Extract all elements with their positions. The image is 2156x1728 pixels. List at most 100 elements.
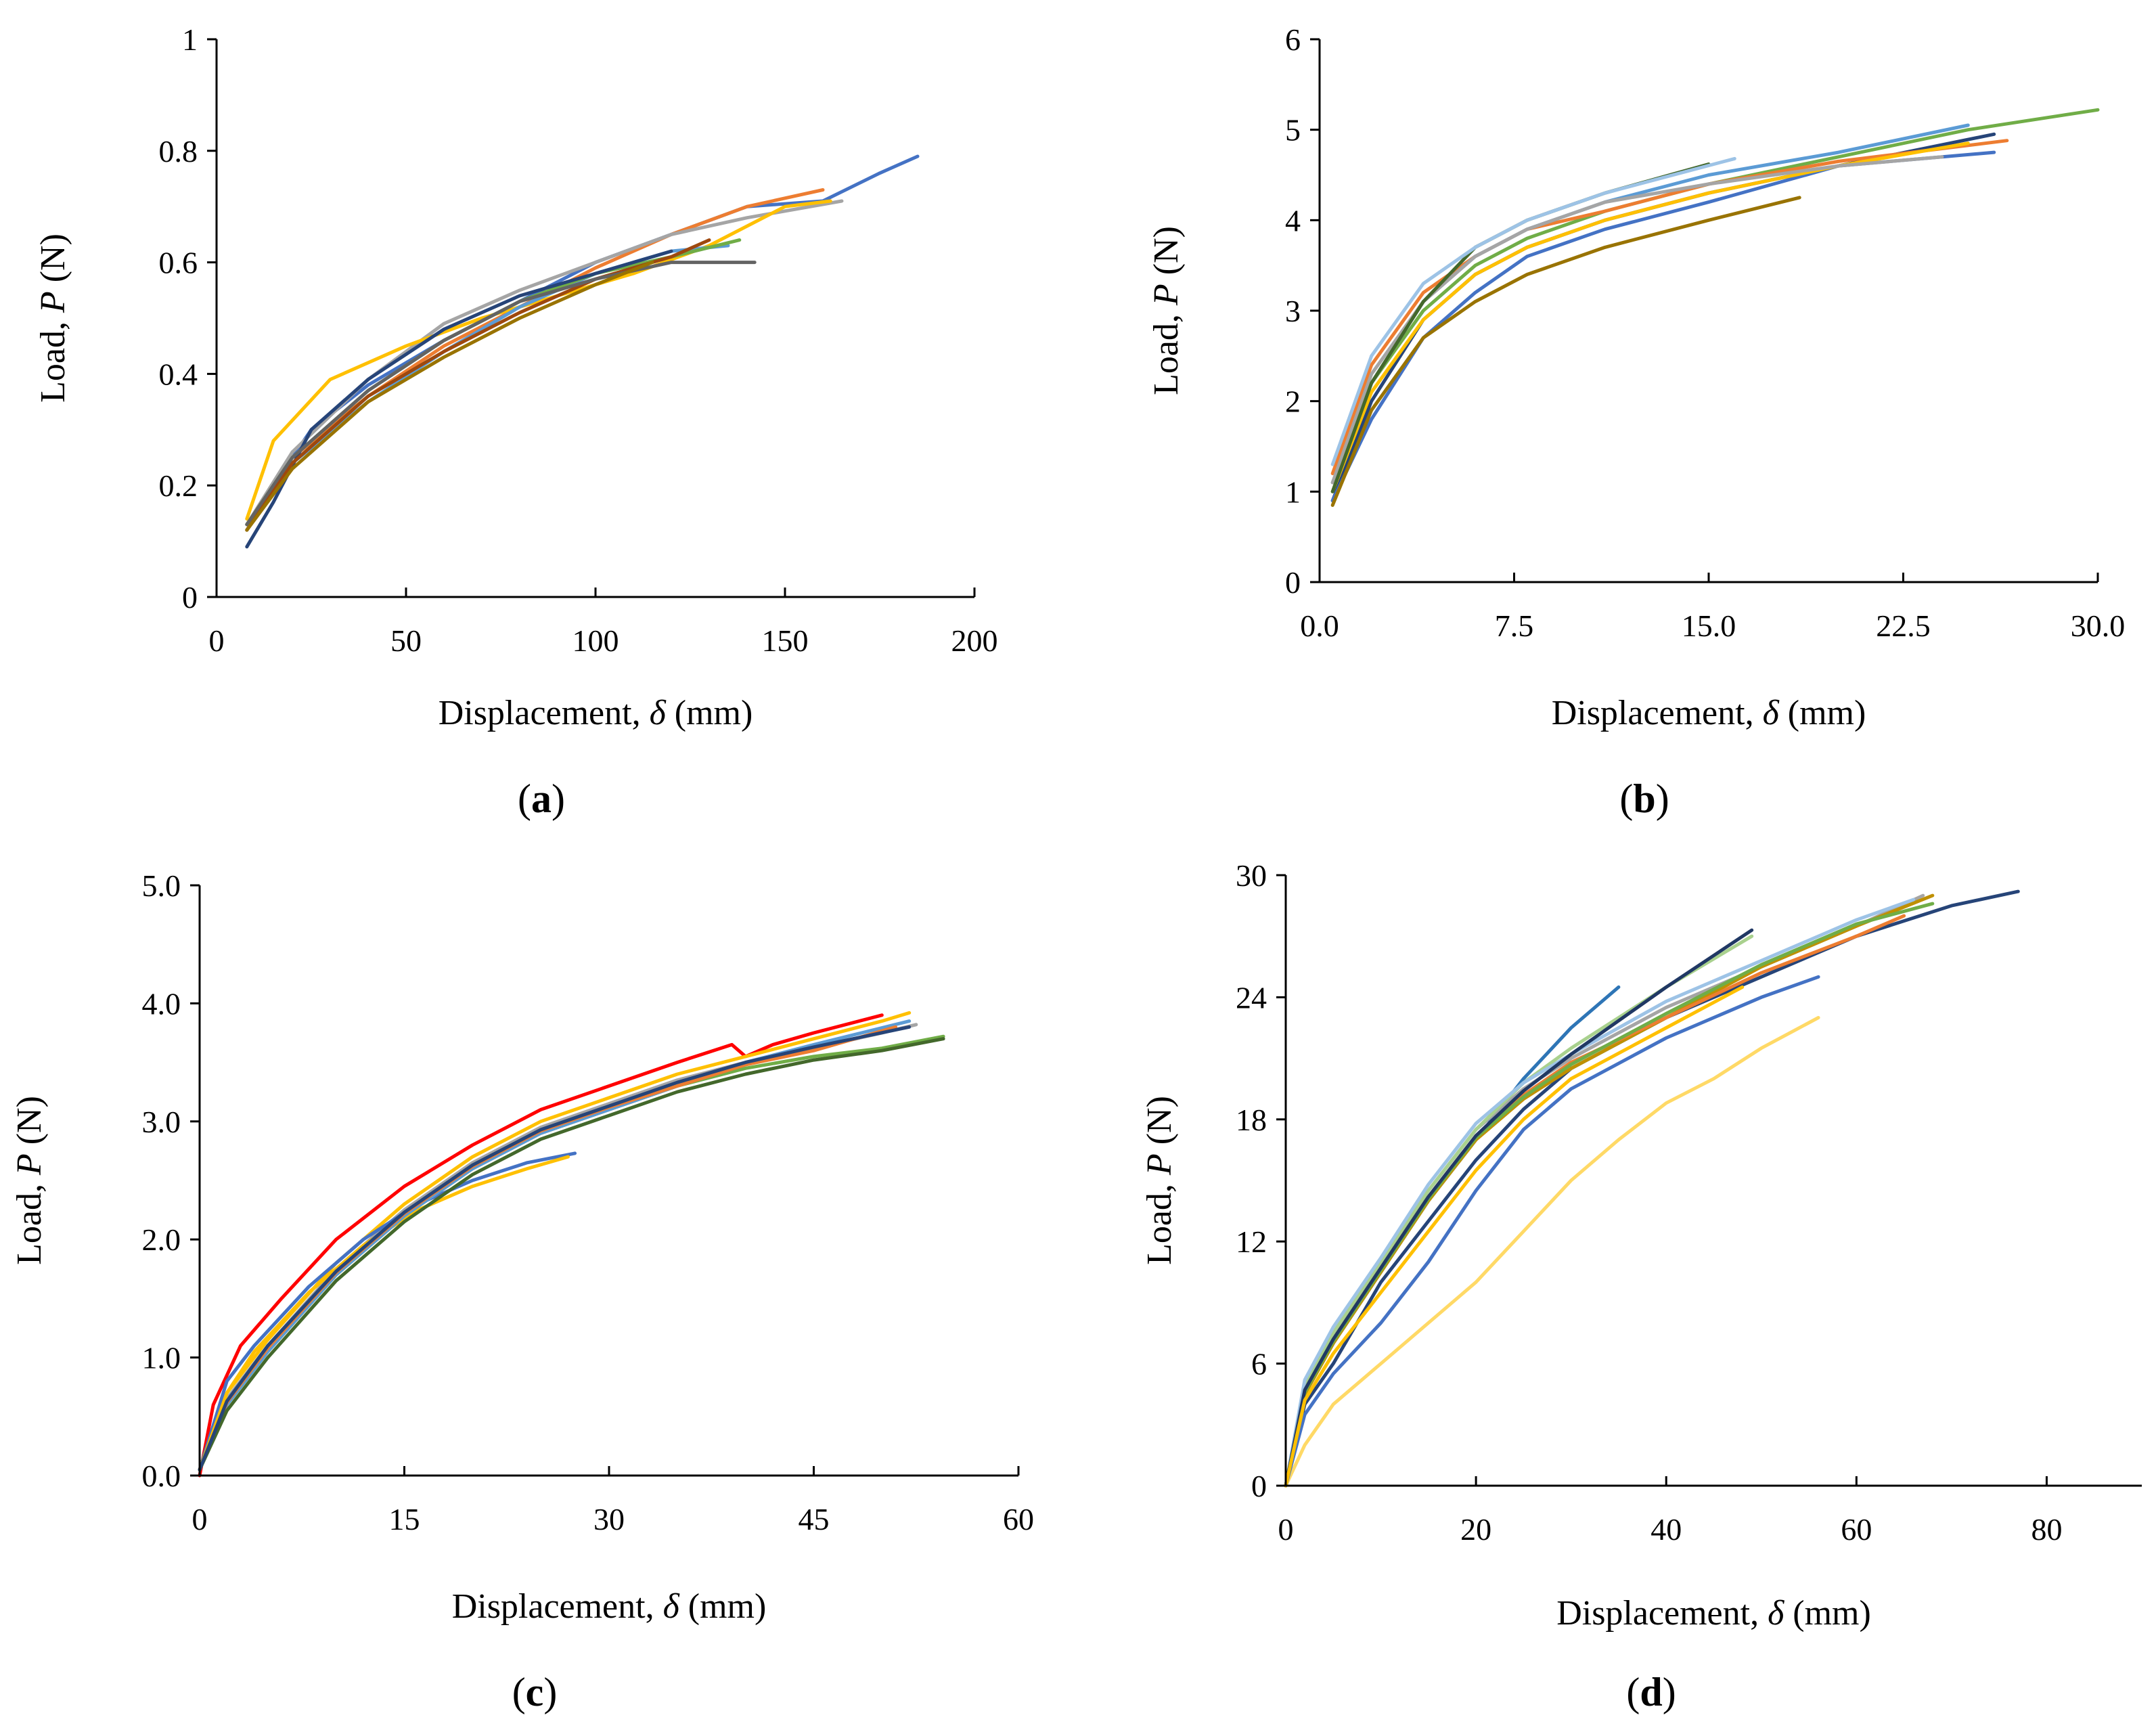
x-tick-label: 15.0 xyxy=(1682,608,1736,643)
x-tick-label: 100 xyxy=(572,623,619,658)
x-tick-label: 7.5 xyxy=(1495,608,1534,643)
series-line-1 xyxy=(1330,108,2100,493)
x-tick-label: 200 xyxy=(951,623,998,658)
y-axis-title: Load, P (N) xyxy=(10,1096,49,1265)
series-group xyxy=(245,154,920,549)
y-tick-label: 0 xyxy=(1251,1469,1267,1503)
series-line-4 xyxy=(198,1011,912,1471)
y-axis-title: Load, P (N) xyxy=(34,234,72,403)
y-tick-label: 0.4 xyxy=(159,357,198,391)
y-tick-label: 0 xyxy=(182,580,198,615)
y-tick-label: 1 xyxy=(182,22,198,57)
x-tick-label: 50 xyxy=(390,623,422,658)
y-tick-label: 4 xyxy=(1285,203,1301,238)
series-line-2 xyxy=(198,1034,945,1471)
y-tick-label: 2.0 xyxy=(142,1222,181,1257)
series-line-5 xyxy=(198,1151,577,1471)
x-tick-label: 0 xyxy=(192,1502,208,1536)
chart-panel-d: 0 6 12 18 24 30 0 20 40 60 80 Displacement, δ (mm) L… xyxy=(1140,858,2142,1714)
x-tick-label: 40 xyxy=(1650,1512,1682,1547)
series-line-9 xyxy=(198,1037,945,1471)
series-line-8 xyxy=(245,238,711,532)
series-line-4 xyxy=(245,199,832,521)
y-tick-label: 0.2 xyxy=(159,468,198,503)
panel-label: (a) xyxy=(518,776,565,821)
y-tick-label: 5.0 xyxy=(142,868,181,903)
chart-panel-b: 0 1 2 3 4 5 6 0.0 7.5 15.0 22.5 30.0 Displacement, δ… xyxy=(1147,22,2125,821)
y-axis-title: Load, P (N) xyxy=(1140,1096,1179,1265)
x-tick-label: 22.5 xyxy=(1876,608,1931,643)
x-tick-label: 0 xyxy=(1278,1512,1294,1547)
series-line-3 xyxy=(245,199,844,527)
x-tick-label: 0 xyxy=(209,623,225,658)
x-tick-label: 60 xyxy=(1841,1512,1872,1547)
series-line-5 xyxy=(245,244,730,532)
series-line-1 xyxy=(1284,889,2020,1488)
x-axis-title: Displacement, δ (mm) xyxy=(439,694,753,732)
x-tick-label: 150 xyxy=(762,623,809,658)
series-group xyxy=(198,1011,945,1478)
y-tick-label: 0.0 xyxy=(142,1459,181,1493)
x-tick-label: 30.0 xyxy=(2071,608,2126,643)
panel-label: (d) xyxy=(1626,1670,1676,1714)
series-line-5 xyxy=(1330,150,1996,503)
series-line-8 xyxy=(198,1025,897,1471)
y-tick-label: 3 xyxy=(1285,294,1301,328)
series-line-8 xyxy=(1330,155,1944,485)
series-line-12 xyxy=(1284,985,1745,1488)
y-tick-label: 6 xyxy=(1251,1347,1267,1381)
y-tick-label: 30 xyxy=(1236,858,1267,893)
series-line-10 xyxy=(198,1025,912,1471)
series-line-9 xyxy=(1284,898,1916,1488)
x-axis-title: Displacement, δ (mm) xyxy=(452,1587,767,1626)
series-line-3 xyxy=(198,1023,918,1471)
y-tick-label: 0.6 xyxy=(159,246,198,280)
series-line-9 xyxy=(245,261,757,527)
panel-label: (c) xyxy=(512,1670,558,1714)
chart-panel-c: 0.0 1.0 2.0 3.0 4.0 5.0 0 15 30 45 60 Displacement,… xyxy=(10,868,1034,1714)
series-line-1 xyxy=(198,1013,884,1478)
x-tick-label: 0.0 xyxy=(1300,608,1339,643)
series-line-2 xyxy=(1330,132,1996,503)
y-tick-label: 6 xyxy=(1285,22,1301,57)
x-tick-label: 30 xyxy=(593,1502,625,1536)
series-line-6 xyxy=(245,238,742,527)
y-tick-label: 5 xyxy=(1285,113,1301,148)
series-line-8 xyxy=(1284,934,1754,1488)
series-line-11 xyxy=(1284,928,1754,1488)
series-line-1 xyxy=(245,154,920,527)
series-group xyxy=(1330,108,2100,507)
y-tick-label: 4.0 xyxy=(142,986,181,1021)
series-line-9 xyxy=(1330,162,1711,493)
series-line-10 xyxy=(1330,156,1736,466)
series-line-3 xyxy=(1284,975,1820,1488)
x-tick-label: 15 xyxy=(389,1502,420,1536)
y-axis-title: Load, P (N) xyxy=(1147,226,1186,395)
y-tick-label: 1.0 xyxy=(142,1341,181,1375)
series-line-6 xyxy=(198,1155,570,1471)
series-line-7 xyxy=(245,249,673,549)
series-group xyxy=(1284,889,2020,1488)
series-line-10 xyxy=(1284,902,1935,1488)
series-line-7 xyxy=(1284,914,1906,1488)
x-tick-label: 45 xyxy=(799,1502,830,1536)
y-tick-label: 12 xyxy=(1236,1224,1267,1259)
y-tick-label: 24 xyxy=(1236,980,1267,1015)
y-tick-label: 18 xyxy=(1236,1103,1267,1137)
y-tick-label: 2 xyxy=(1285,384,1301,419)
x-axis-title: Displacement, δ (mm) xyxy=(1552,694,1866,732)
series-line-7 xyxy=(198,1019,912,1471)
series-line-7 xyxy=(1330,141,1970,493)
y-tick-label: 3.0 xyxy=(142,1105,181,1139)
series-line-10 xyxy=(245,261,654,532)
x-axis-title: Displacement, δ (mm) xyxy=(1556,1594,1871,1633)
y-tick-label: 0.8 xyxy=(159,134,198,169)
x-tick-label: 60 xyxy=(1003,1502,1034,1536)
panel-label: (b) xyxy=(1619,776,1669,821)
series-line-2 xyxy=(1284,1016,1820,1488)
chart-panel-a: 0 0.2 0.4 0.6 0.8 1 0 50 100 150 200 Displacement, … xyxy=(34,22,998,821)
x-tick-label: 20 xyxy=(1460,1512,1491,1547)
y-tick-label: 0 xyxy=(1285,565,1301,600)
